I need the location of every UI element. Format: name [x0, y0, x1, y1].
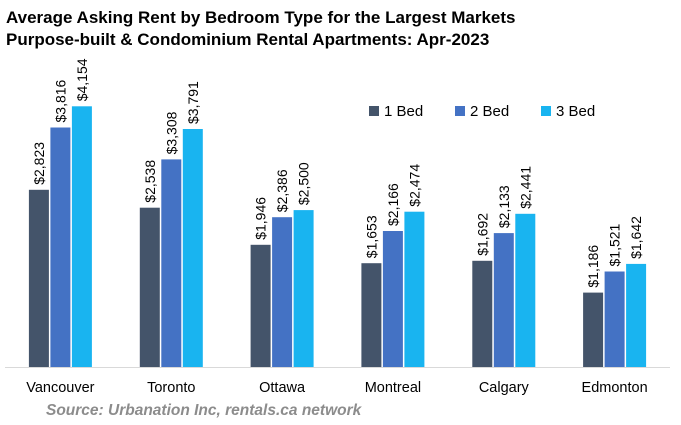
data-label: $3,791 — [185, 81, 201, 124]
legend-swatch-1-bed — [369, 106, 379, 116]
legend-label-2-bed: 2 Bed — [470, 103, 509, 120]
bar-montreal-2-bed — [382, 231, 403, 367]
data-label: $2,386 — [274, 169, 290, 212]
source-note: Source: Urbanation Inc, rentals.ca netwo… — [46, 402, 362, 419]
data-label: $2,133 — [496, 185, 512, 228]
bar-edmonton-1-bed — [583, 292, 604, 367]
data-label: $4,154 — [74, 58, 90, 101]
data-label: $3,308 — [163, 111, 179, 154]
bar-calgary-3-bed — [515, 213, 536, 367]
bar-montreal-3-bed — [404, 211, 425, 367]
chart-title: Average Asking Rent by Bedroom Type for … — [6, 7, 516, 51]
data-label: $2,823 — [31, 142, 47, 185]
data-label: $1,946 — [253, 197, 269, 240]
bar-calgary-1-bed — [472, 260, 493, 367]
bar-ottawa-3-bed — [293, 210, 314, 367]
bar-edmonton-2-bed — [604, 271, 625, 367]
bar-vancouver-2-bed — [50, 127, 71, 367]
category-label-edmonton: Edmonton — [582, 380, 648, 396]
data-label: $1,186 — [585, 245, 601, 288]
data-label: $2,538 — [142, 160, 158, 203]
legend-swatch-2-bed — [455, 106, 465, 116]
bar-toronto-3-bed — [182, 129, 203, 367]
data-label: $2,474 — [406, 164, 422, 207]
data-label: $1,642 — [628, 216, 644, 259]
bar-vancouver-3-bed — [71, 106, 92, 368]
data-label: $1,692 — [474, 213, 490, 256]
bar-edmonton-3-bed — [626, 263, 647, 367]
bar-ottawa-2-bed — [272, 217, 293, 367]
bar-vancouver-1-bed — [28, 189, 49, 367]
bar-calgary-2-bed — [493, 233, 514, 367]
category-label-montreal: Montreal — [365, 380, 421, 396]
category-label-vancouver: Vancouver — [26, 380, 94, 396]
bar-montreal-1-bed — [361, 263, 382, 367]
data-label: $1,521 — [607, 223, 623, 266]
chart-title-line-2: Purpose-built & Condominium Rental Apart… — [6, 30, 490, 49]
bar-toronto-2-bed — [161, 159, 182, 367]
data-label: $2,441 — [517, 166, 533, 209]
legend-label-1-bed: 1 Bed — [384, 103, 423, 120]
category-label-ottawa: Ottawa — [259, 380, 306, 396]
data-label: $2,166 — [385, 183, 401, 226]
chart-title-line-1: Average Asking Rent by Bedroom Type for … — [6, 8, 516, 27]
data-label: $2,500 — [296, 162, 312, 205]
legend-swatch-3-bed — [541, 106, 551, 116]
bar-toronto-1-bed — [139, 207, 160, 367]
category-label-calgary: Calgary — [479, 380, 530, 396]
legend-label-3-bed: 3 Bed — [556, 103, 595, 120]
data-label: $1,653 — [363, 215, 379, 258]
category-label-toronto: Toronto — [147, 380, 195, 396]
bar-ottawa-1-bed — [250, 244, 271, 367]
data-label: $3,816 — [52, 79, 68, 122]
